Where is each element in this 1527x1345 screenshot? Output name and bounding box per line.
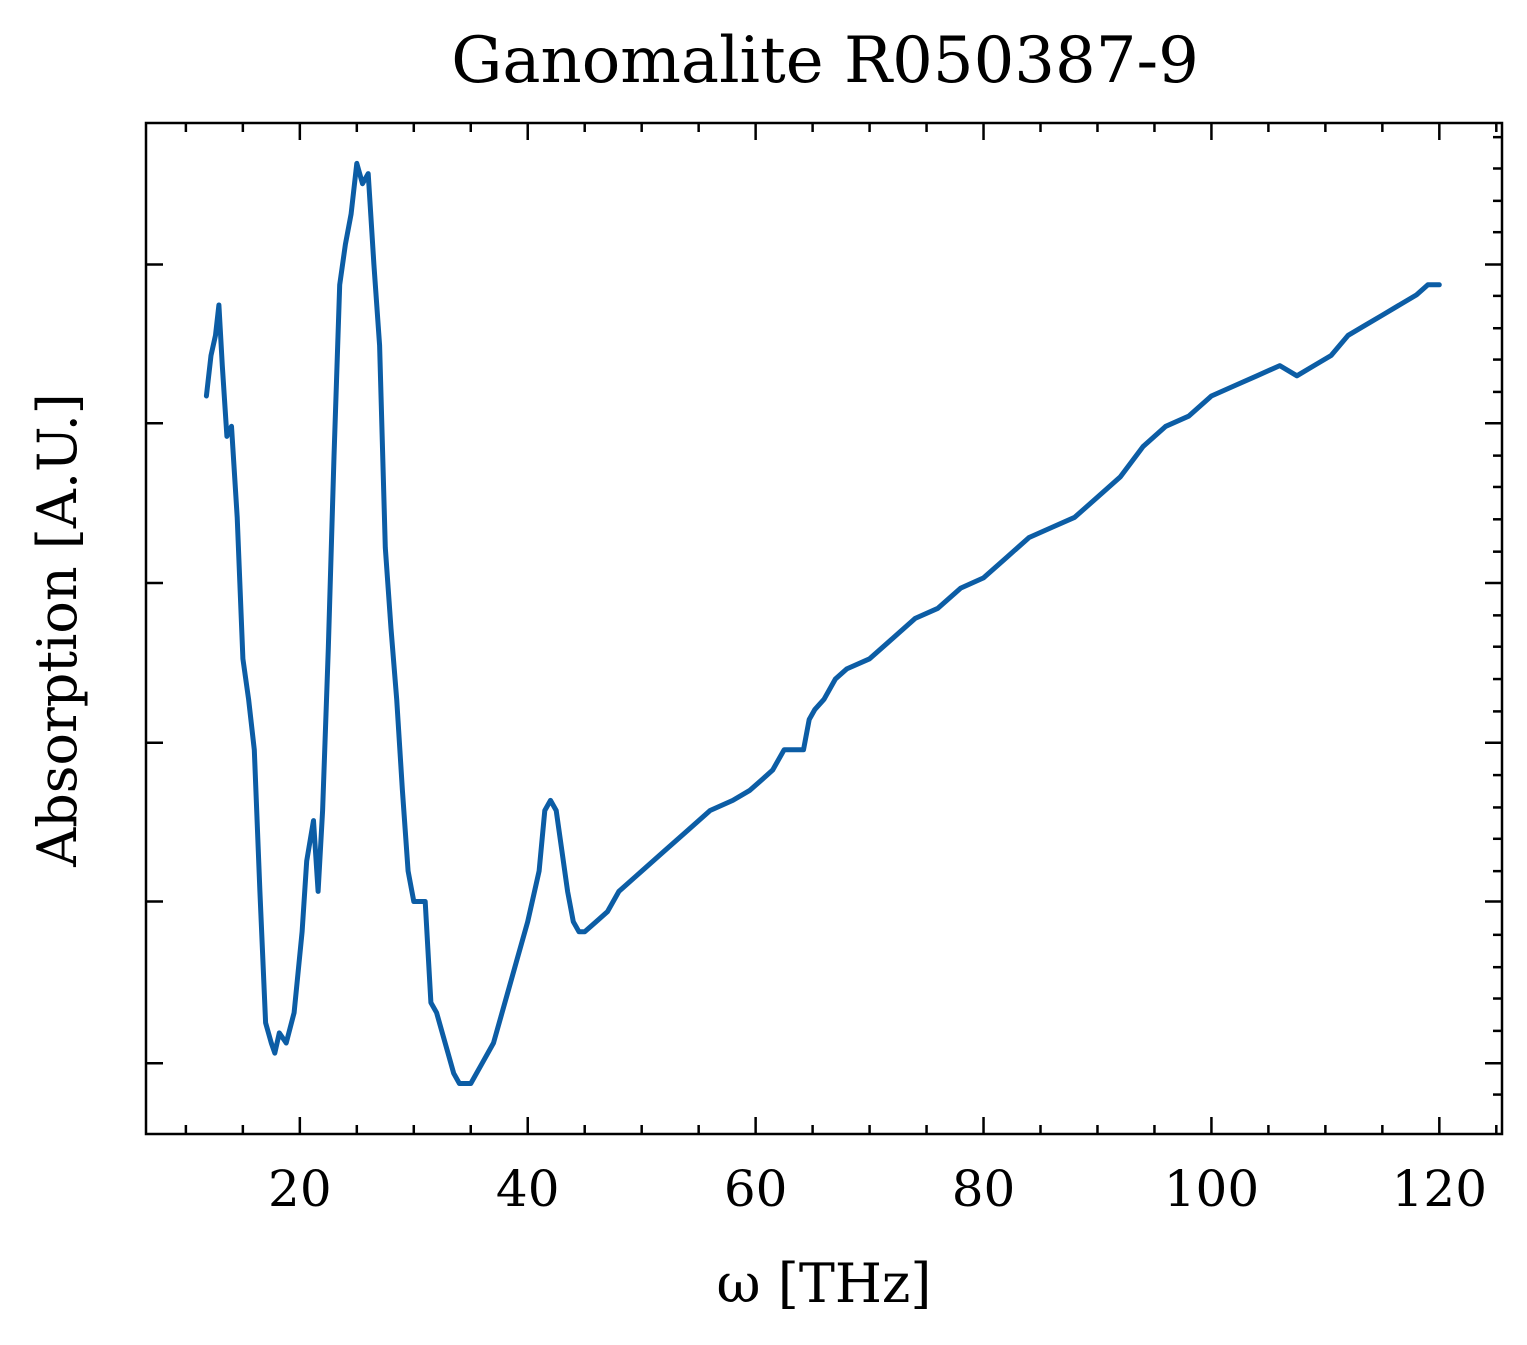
chart-title: Ganomalite R050387-9 xyxy=(451,24,1199,98)
tick-labels-layer: 20 40 60 80 100 120 xyxy=(268,1160,1487,1218)
plot-frame xyxy=(144,121,1504,1136)
ticks-layer xyxy=(146,123,1502,1134)
y-axis-label: Absorption [A.U.] xyxy=(26,393,89,868)
x-tick-label: 40 xyxy=(496,1160,560,1218)
x-tick-label: 20 xyxy=(268,1160,332,1218)
x-axis-label: ω [THz] xyxy=(717,1252,932,1315)
absorption-series-line xyxy=(203,160,1442,1086)
x-tick-label: 80 xyxy=(952,1160,1016,1218)
x-tick-label: 60 xyxy=(724,1160,788,1218)
x-tick-label: 120 xyxy=(1392,1160,1487,1218)
x-tick-label: 100 xyxy=(1164,1160,1259,1218)
